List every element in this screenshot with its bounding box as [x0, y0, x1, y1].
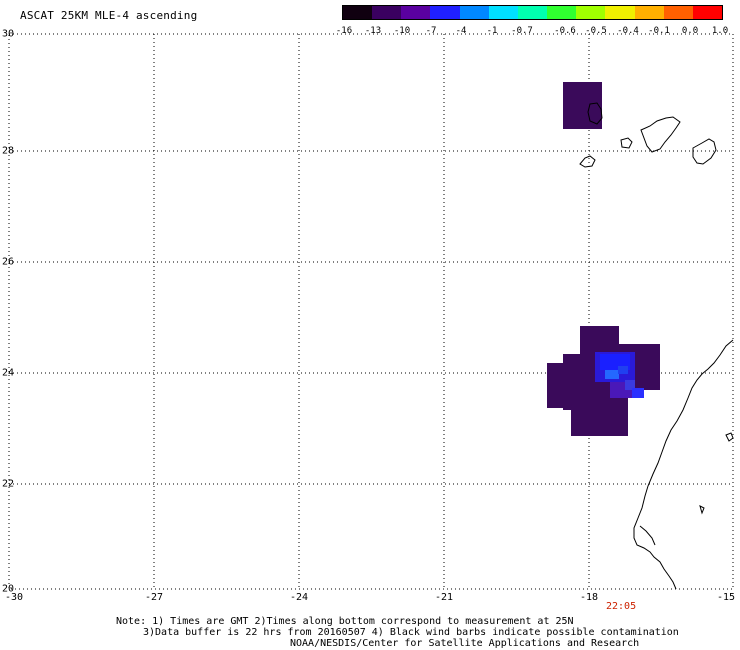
colorbar-segment: [576, 6, 606, 19]
colorbar-label: -0.4: [617, 26, 639, 36]
colorbar-label: -16: [335, 26, 353, 36]
colorbar-segment: [692, 6, 723, 19]
colorbar-segment: [663, 6, 693, 19]
longitude-label: -15: [716, 592, 736, 603]
latitude-label: 24: [2, 367, 15, 379]
colorbar: [342, 5, 723, 20]
colorbar-label: -1: [486, 26, 498, 36]
swath-time-label: 22:05: [606, 601, 637, 612]
gridlines: [9, 34, 733, 589]
longitude-label: -18: [579, 592, 599, 603]
longitude-label: -27: [144, 592, 164, 603]
longitude-label: -21: [434, 592, 454, 603]
longitude-label: -30: [4, 592, 24, 603]
latitude-label: 26: [2, 256, 15, 268]
map-border: [8, 33, 734, 590]
map-title: ASCAT 25KM MLE-4 ascending: [20, 9, 198, 22]
note-line-1: Note: 1) Times are GMT 2)Times along bot…: [116, 616, 574, 627]
colorbar-segment: [372, 6, 402, 19]
coastlines: [579, 102, 734, 590]
colorbar-segment: [459, 6, 489, 19]
colorbar-label: -4: [455, 26, 467, 36]
colorbar-label: -0.7: [511, 26, 533, 36]
colorbar-segment: [343, 6, 373, 19]
colorbar-segment: [605, 6, 635, 19]
note-line-2: 3)Data buffer is 22 hrs from 20160507 4)…: [143, 627, 679, 638]
colorbar-label: -0.5: [585, 26, 607, 36]
latitude-label: 30: [2, 28, 15, 40]
note-line-3: NOAA/NESDIS/Center for Satellite Applica…: [290, 638, 640, 649]
colorbar-label: -0.6: [554, 26, 576, 36]
swath-cells: [547, 82, 660, 436]
colorbar-label: -0.1: [648, 26, 670, 36]
colorbar-label: -13: [364, 26, 382, 36]
latitude-label: 20: [2, 583, 15, 595]
colorbar-segment: [430, 6, 460, 19]
colorbar-label: 1.0: [711, 26, 729, 36]
colorbar-segment: [401, 6, 431, 19]
longitude-label: -24: [289, 592, 309, 603]
colorbar-label: 0.0: [681, 26, 699, 36]
colorbar-segment: [517, 6, 548, 19]
latitude-label: 22: [2, 478, 15, 490]
colorbar-label: -10: [393, 26, 411, 36]
colorbar-label: -7: [425, 26, 437, 36]
colorbar-segment: [488, 6, 518, 19]
latitude-label: 28: [2, 145, 15, 157]
colorbar-segment: [634, 6, 664, 19]
colorbar-segment: [547, 6, 577, 19]
